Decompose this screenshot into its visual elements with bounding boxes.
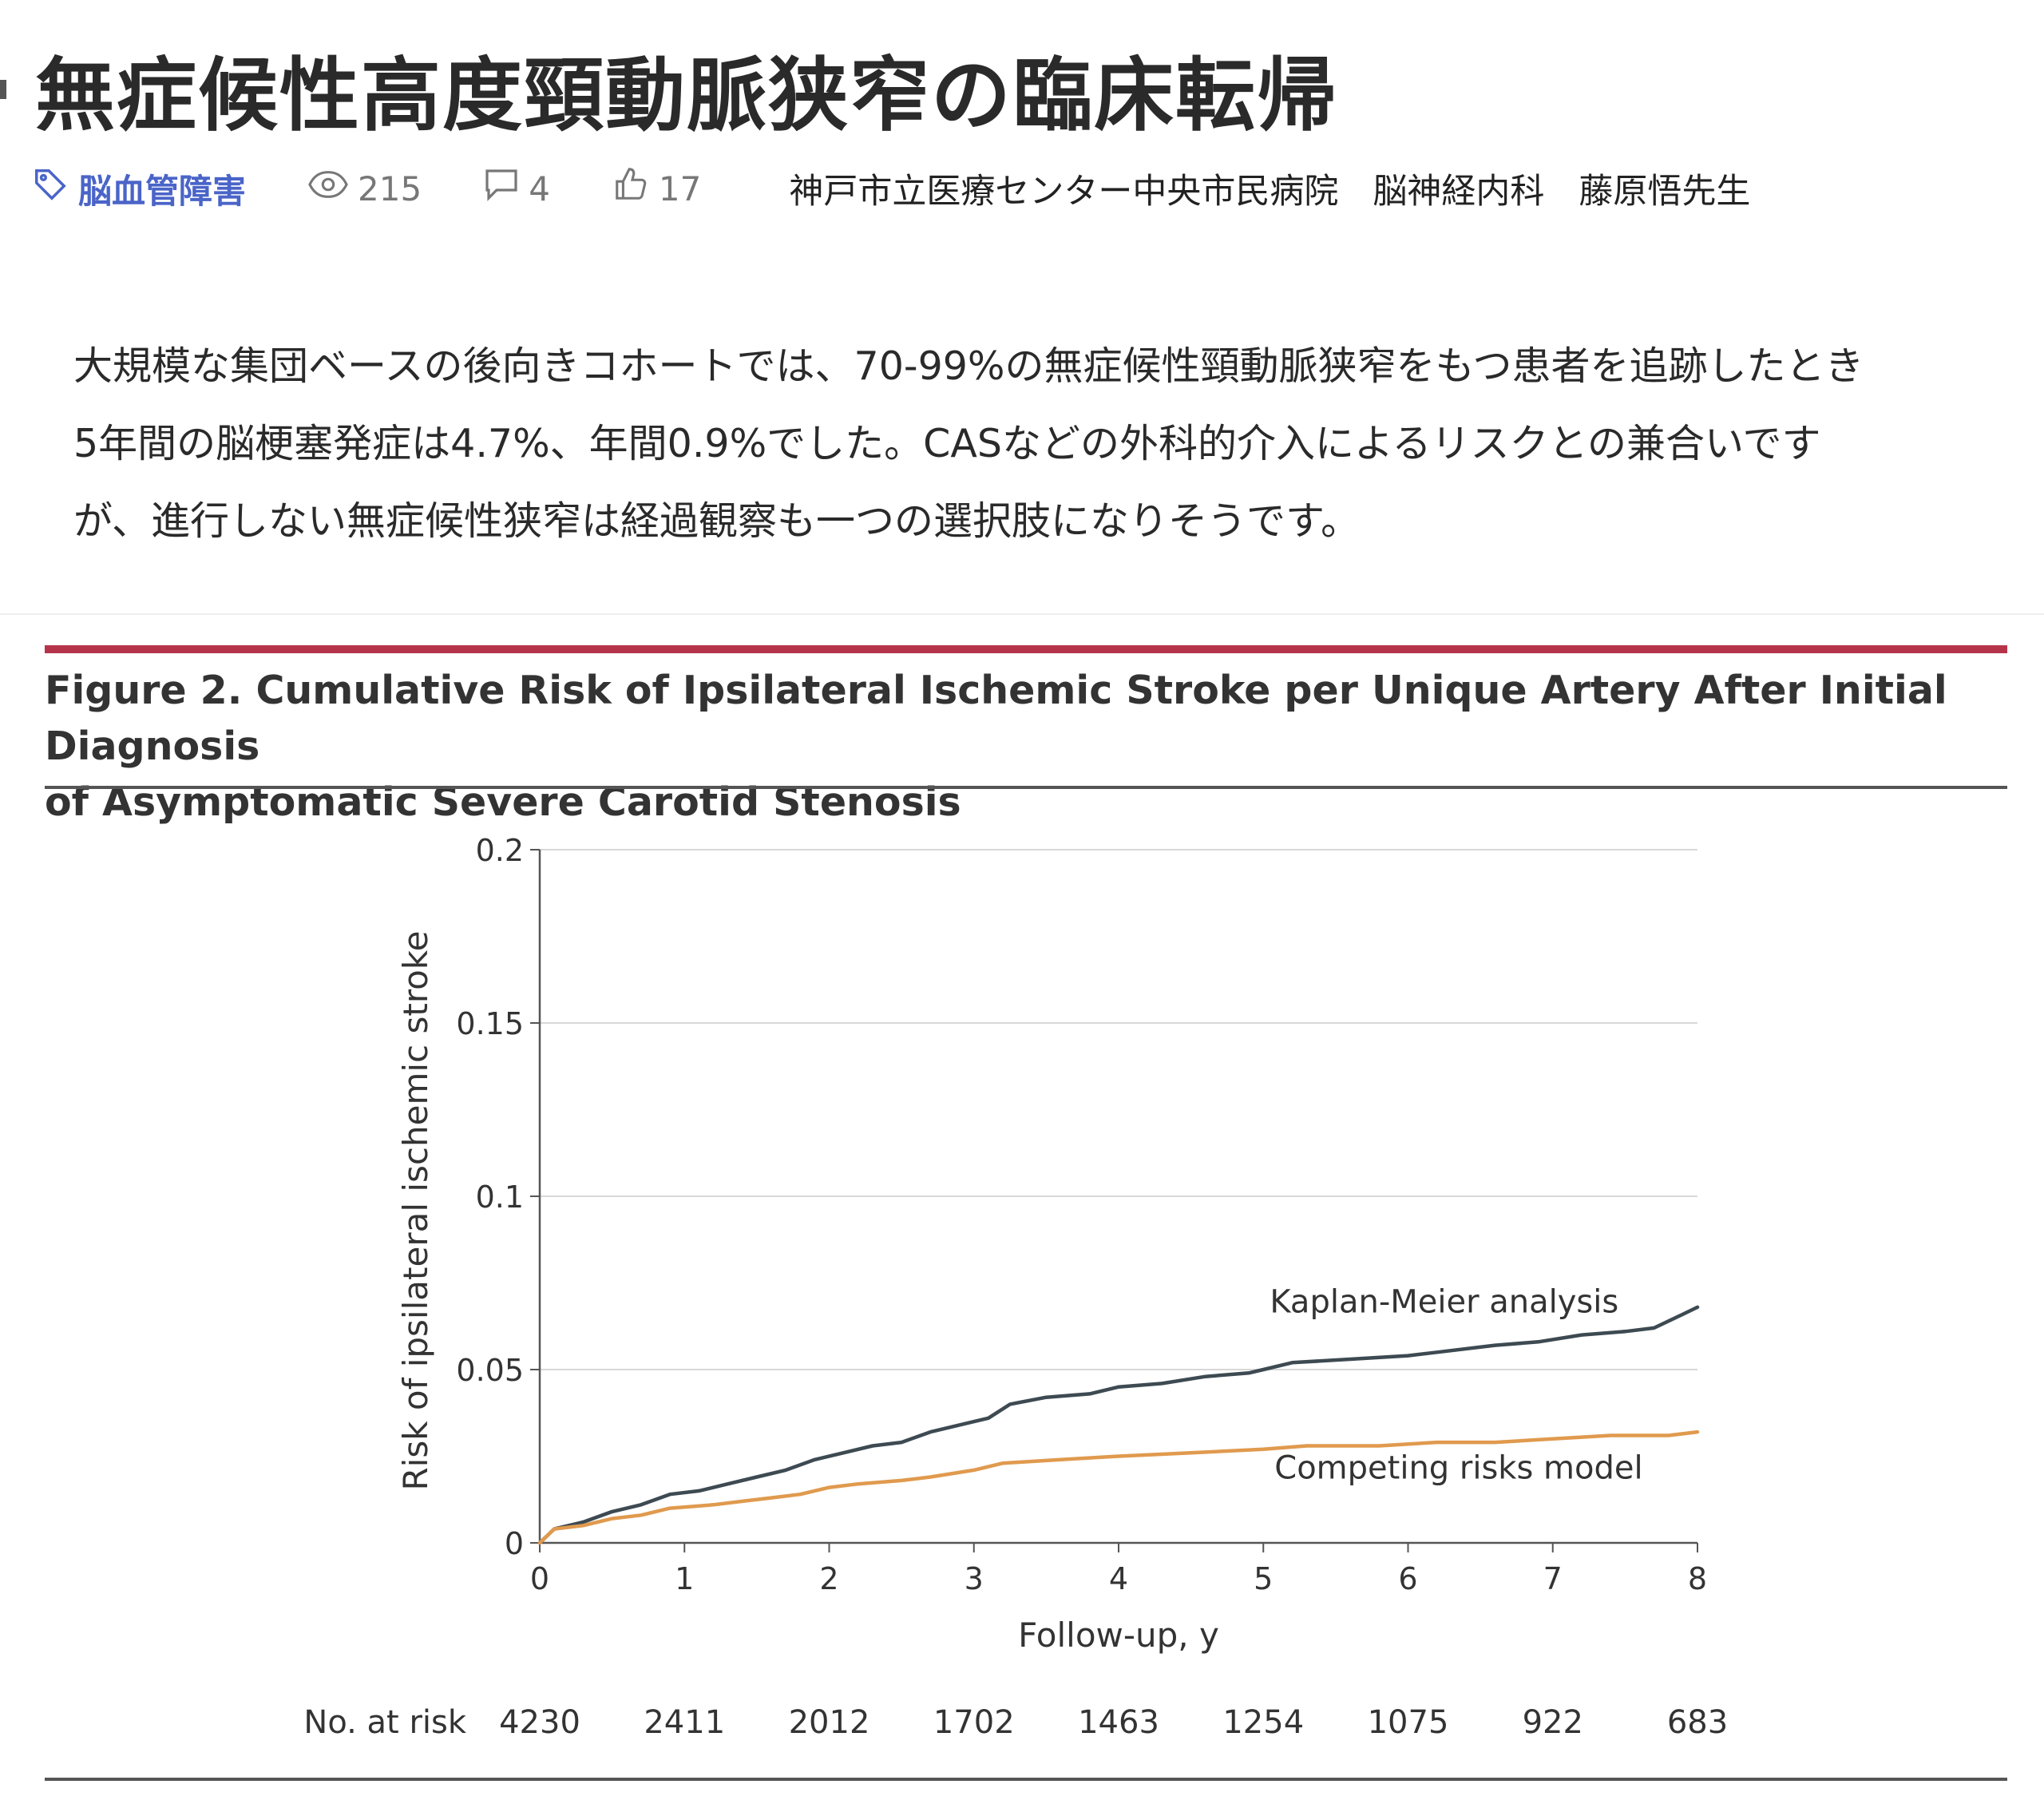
at-risk-count: 4230 — [499, 1704, 580, 1741]
at-risk-count: 1254 — [1222, 1704, 1304, 1741]
at-risk-count: 2411 — [644, 1704, 725, 1741]
comments-value: 4 — [529, 169, 550, 208]
summary-line: が、進行しない無症候性狭窄は経過観察も一つの選択肢になりそうです。 — [73, 498, 1361, 544]
x-tick-label: 0 — [530, 1561, 549, 1596]
at-risk-count: 683 — [1667, 1704, 1728, 1741]
summary-line: 大規模な集団ベースの後向きコホートでは、70-99%の無症候性頸動脈狭窄をもつ患… — [73, 343, 1864, 389]
eye-icon — [308, 169, 358, 208]
x-tick-label: 6 — [1398, 1561, 1417, 1596]
comments-count[interactable]: 4 — [484, 168, 550, 209]
competing-risks-label: Competing risks model — [1274, 1450, 1642, 1487]
category-tag-label: 脳血管障害 — [78, 171, 247, 211]
at-risk-count: 1463 — [1078, 1704, 1159, 1741]
views-value: 215 — [358, 169, 422, 208]
y-tick-label: 0.1 — [476, 1180, 524, 1215]
author-affiliation: 神戸市立医療センター中央市民病院 脳神経内科 藤原悟先生 — [789, 172, 1751, 212]
article-title: 無症候性高度頸動脈狭窄の臨床転帰 — [35, 49, 1338, 142]
gridlines — [540, 849, 1697, 1370]
category-tag[interactable]: 脳血管障害 — [32, 165, 246, 213]
y-tick-label: 0.2 — [476, 833, 524, 868]
left-edge-marker — [0, 80, 6, 99]
figure-bottom-rule — [45, 1778, 2007, 1781]
views-count: 215 — [308, 169, 422, 208]
kaplan-meier-line — [537, 1305, 1700, 1545]
figure-title: Figure 2. Cumulative Risk of Ipsilateral… — [45, 663, 1961, 831]
likes-count[interactable]: 17 — [612, 166, 701, 211]
at-risk-count: 922 — [1523, 1704, 1583, 1741]
at-risk-count: 1075 — [1368, 1704, 1449, 1741]
y-tick-label: 0.15 — [456, 1006, 524, 1041]
x-tick-label: 2 — [819, 1561, 838, 1596]
x-tick-label: 8 — [1688, 1561, 1707, 1596]
at-risk-count: 2012 — [789, 1704, 870, 1741]
figure-accent-bar — [45, 645, 2007, 653]
summary-line: 5年間の脳梗塞発症は4.7%、年間0.9%でした。CASなどの外科的介入によるリ… — [73, 421, 1821, 466]
section-divider — [0, 613, 2044, 615]
competing-risks-line — [537, 1429, 1700, 1545]
likes-value: 17 — [658, 169, 702, 208]
tag-icon — [32, 166, 78, 211]
thumbs-up-icon — [612, 166, 659, 211]
figure-title-line: Figure 2. Cumulative Risk of Ipsilateral… — [45, 668, 1947, 769]
x-axis-title: Follow-up, y — [1018, 1616, 1219, 1655]
x-tick-label: 7 — [1543, 1561, 1563, 1596]
series-lines — [537, 1305, 1700, 1545]
comment-icon — [484, 168, 529, 209]
at-risk-count: 1702 — [933, 1704, 1015, 1741]
y-tick-label: 0 — [505, 1526, 524, 1561]
article-summary: 大規模な集団ベースの後向きコホートでは、70-99%の無症候性頸動脈狭窄をもつ患… — [73, 327, 2006, 560]
x-tick-label: 1 — [675, 1561, 694, 1596]
at-risk-label: No. at risk — [303, 1704, 466, 1741]
x-tick-label: 3 — [965, 1561, 984, 1596]
x-tick-label: 5 — [1254, 1561, 1273, 1596]
article-meta-bar: 脳血管障害 215 4 17 神戸市立医療センター中央市民病院 脳神経内科 藤原… — [32, 165, 1750, 212]
figure-title-rule — [45, 786, 2007, 789]
y-axis-title: Risk of ipsilateral ischemic stroke — [396, 930, 435, 1490]
axes: 0 0.05 0.1 0.15 0.2 0 1 2 3 4 5 6 7 8 — [456, 833, 1707, 1596]
y-tick-label: 0.05 — [456, 1353, 524, 1388]
kaplan-meier-label: Kaplan-Meier analysis — [1270, 1283, 1618, 1320]
x-tick-label: 4 — [1109, 1561, 1128, 1596]
